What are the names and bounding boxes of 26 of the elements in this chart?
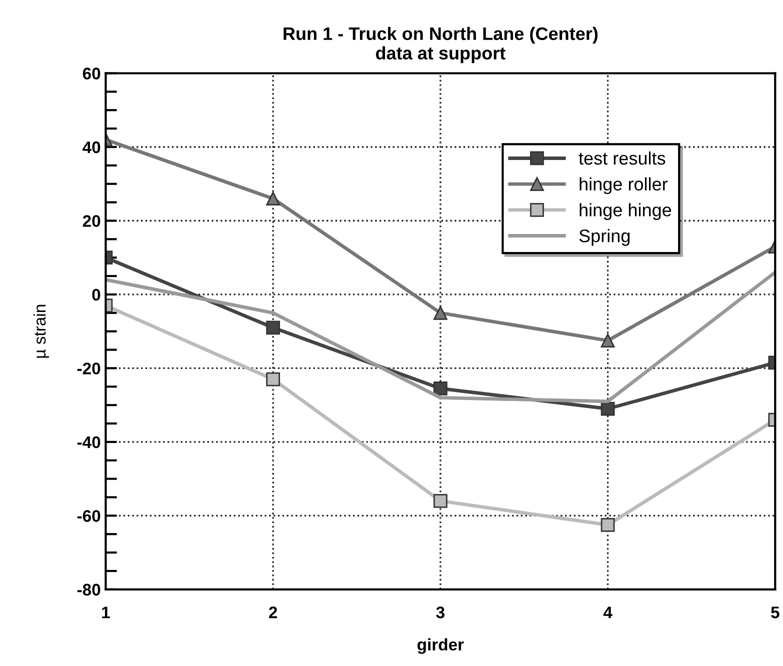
y-tick-label: 0 [92,288,100,301]
y-tick-label: -40 [77,436,100,448]
point [433,306,448,320]
point [266,372,280,386]
y-tick-label: 20 [82,215,100,227]
y-tick-label: -80 [77,584,100,596]
chart-title: Run 1 - Truck on North Lane (Center) data at support [284,26,598,64]
point [433,382,448,396]
legend-label: test results [578,151,666,165]
x-tick-label: 4 [603,606,612,618]
y-tick-label: 60 [82,68,100,80]
y-tick-label: -20 [77,362,100,374]
point [433,494,448,508]
y-axis-title: µ strain [33,304,49,358]
y-tick-label: 40 [82,141,100,154]
point [266,320,280,335]
legend-label: hinge hinge [580,203,672,220]
x-tick-label: 5 [771,606,780,618]
x-tick-label: 1 [102,606,110,618]
point [266,192,280,206]
legend-label: Spring [579,229,630,246]
legend-label: hinge roller [580,177,668,194]
y-tick-label: -60 [77,510,100,522]
x-axis-title: girder [418,638,464,654]
x-tick-label: 3 [436,606,444,618]
x-tick-label: 2 [269,606,278,618]
